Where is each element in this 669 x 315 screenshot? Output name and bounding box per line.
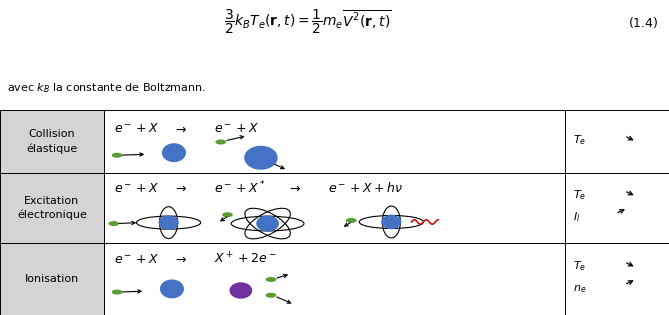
- Ellipse shape: [159, 215, 179, 230]
- Text: $\rightarrow$: $\rightarrow$: [173, 123, 188, 135]
- Circle shape: [266, 293, 276, 298]
- Bar: [0, 243, 104, 315]
- Text: $\rightarrow$: $\rightarrow$: [287, 182, 302, 195]
- Text: $X^++2e^-$: $X^++2e^-$: [214, 251, 277, 267]
- Ellipse shape: [381, 215, 401, 229]
- Ellipse shape: [229, 282, 252, 299]
- Ellipse shape: [160, 279, 184, 298]
- Text: $T_e$: $T_e$: [573, 260, 587, 273]
- Text: $e^-+X+h\nu$: $e^-+X+h\nu$: [328, 181, 403, 195]
- Ellipse shape: [256, 215, 279, 232]
- Text: $I_l$: $I_l$: [573, 210, 581, 224]
- Text: $e^-+X$: $e^-+X$: [214, 123, 260, 135]
- Ellipse shape: [162, 143, 186, 162]
- Text: avec $k_B$ la constante de Boltzmann.: avec $k_B$ la constante de Boltzmann.: [7, 81, 205, 95]
- Text: $e^-+X$: $e^-+X$: [114, 253, 159, 266]
- Text: Ionisation: Ionisation: [25, 274, 79, 284]
- Text: $T_e$: $T_e$: [573, 133, 587, 147]
- Circle shape: [346, 218, 357, 223]
- Text: $\rightarrow$: $\rightarrow$: [173, 182, 188, 195]
- Bar: [104, 173, 565, 243]
- Bar: [104, 110, 565, 173]
- Bar: [565, 243, 669, 315]
- Circle shape: [222, 212, 233, 217]
- Text: $e^-+X^*$: $e^-+X^*$: [214, 180, 266, 197]
- Text: $\rightarrow$: $\rightarrow$: [173, 253, 188, 266]
- Text: $(1.4)$: $(1.4)$: [628, 14, 659, 30]
- Circle shape: [266, 277, 276, 282]
- Bar: [104, 243, 565, 315]
- Text: $e^-+X$: $e^-+X$: [114, 123, 159, 135]
- Circle shape: [215, 140, 226, 145]
- Text: $\dfrac{3}{2}k_B T_e(\mathbf{r},t) = \dfrac{1}{2}m_e \overline{V^2(\mathbf{r},t): $\dfrac{3}{2}k_B T_e(\mathbf{r},t) = \df…: [224, 8, 391, 36]
- Circle shape: [112, 153, 122, 158]
- Bar: [0, 173, 104, 243]
- Text: Excitation
électronique: Excitation électronique: [17, 196, 87, 220]
- Text: Collision
élastique: Collision élastique: [26, 129, 78, 154]
- Text: $T_e$: $T_e$: [573, 188, 587, 202]
- Circle shape: [112, 289, 122, 295]
- Text: $n_e$: $n_e$: [573, 283, 587, 295]
- Circle shape: [108, 221, 119, 226]
- Bar: [0, 110, 104, 173]
- Bar: [565, 110, 669, 173]
- Ellipse shape: [244, 146, 278, 170]
- Text: $e^-+X$: $e^-+X$: [114, 182, 159, 195]
- Bar: [565, 173, 669, 243]
